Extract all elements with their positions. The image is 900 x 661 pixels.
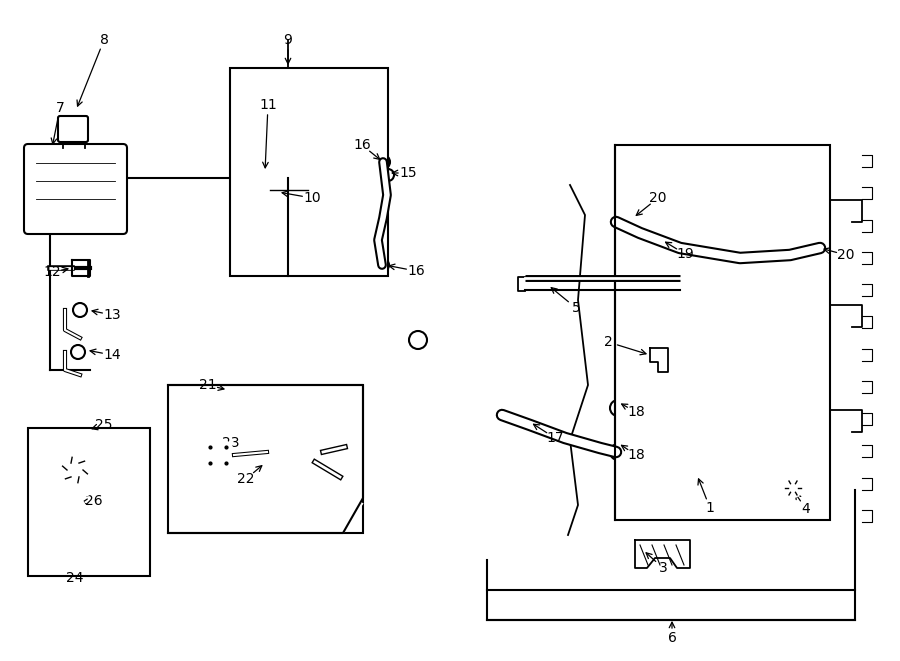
Text: 6: 6 <box>668 631 677 645</box>
Bar <box>230 68 388 276</box>
Polygon shape <box>635 540 690 568</box>
Text: 19: 19 <box>676 247 694 261</box>
Text: 24: 24 <box>67 571 84 585</box>
Text: 22: 22 <box>238 472 255 486</box>
Text: 15: 15 <box>400 166 417 180</box>
Circle shape <box>202 439 234 471</box>
Bar <box>168 385 363 533</box>
Text: 13: 13 <box>104 308 121 322</box>
Circle shape <box>70 503 80 513</box>
Bar <box>615 145 830 520</box>
Text: 1: 1 <box>706 501 715 515</box>
Circle shape <box>209 446 227 464</box>
Text: 20: 20 <box>837 248 855 262</box>
Text: 20: 20 <box>649 191 667 205</box>
Text: 26: 26 <box>86 494 103 508</box>
Text: 5: 5 <box>572 301 580 315</box>
Circle shape <box>47 442 103 498</box>
Polygon shape <box>650 348 668 372</box>
Bar <box>28 428 150 576</box>
Circle shape <box>61 456 89 484</box>
Text: 7: 7 <box>56 101 65 115</box>
Text: 3: 3 <box>659 561 668 575</box>
Text: 18: 18 <box>627 405 645 419</box>
Text: 25: 25 <box>95 418 112 432</box>
Text: 2: 2 <box>604 335 612 349</box>
Text: 16: 16 <box>407 264 425 278</box>
FancyBboxPatch shape <box>58 116 88 142</box>
Text: 14: 14 <box>104 348 121 362</box>
FancyBboxPatch shape <box>24 144 127 234</box>
Circle shape <box>65 498 85 518</box>
Text: 16: 16 <box>353 138 371 152</box>
Text: 11: 11 <box>259 98 277 112</box>
Text: 23: 23 <box>222 436 239 450</box>
Text: 9: 9 <box>284 33 292 47</box>
Text: 12: 12 <box>43 265 61 279</box>
Text: 4: 4 <box>802 502 810 516</box>
Text: 10: 10 <box>303 191 320 205</box>
Text: 8: 8 <box>100 33 108 47</box>
Circle shape <box>784 479 802 497</box>
Text: 21: 21 <box>199 378 217 392</box>
Bar <box>487 590 855 620</box>
Text: 17: 17 <box>546 431 563 445</box>
Ellipse shape <box>265 437 325 467</box>
Polygon shape <box>343 503 363 533</box>
Text: 18: 18 <box>627 448 645 462</box>
